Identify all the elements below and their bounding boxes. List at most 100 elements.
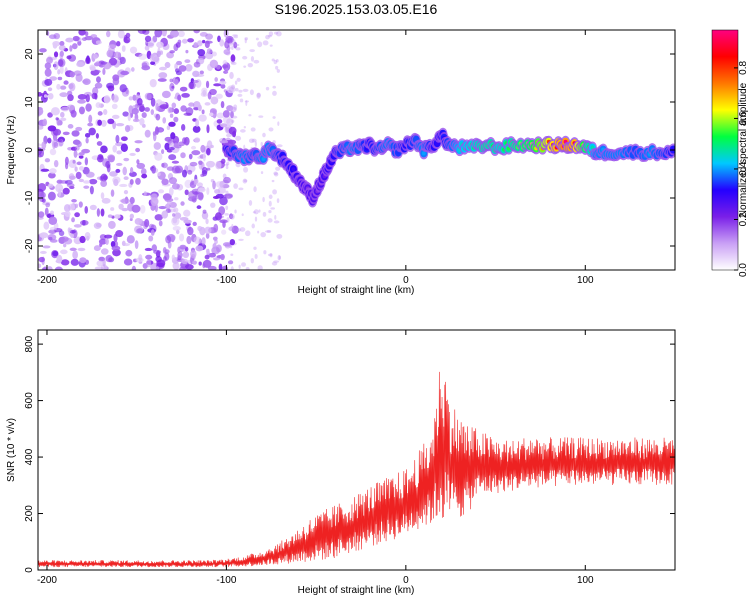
heatmap-noise-cell: [173, 79, 179, 85]
heatmap-noise-cell: [60, 236, 69, 242]
heatmap-noise-cell: [268, 127, 274, 132]
heatmap-noise-cell: [201, 166, 208, 175]
heatmap-noise-cell: [244, 38, 247, 44]
heatmap-noise-cell: [52, 250, 59, 257]
heatmap-noise-cell: [199, 226, 206, 236]
heatmap-noise-cell: [41, 141, 47, 150]
heatmap-noise-cell: [225, 193, 233, 199]
heatmap-noise-cell: [197, 40, 203, 47]
heatmap-noise-cell: [157, 189, 165, 194]
heatmap-noise-cell: [205, 248, 210, 254]
heatmap-noise-cell: [88, 114, 93, 124]
heatmap-noise-cell: [152, 132, 157, 142]
heatmap-noise-cell: [266, 230, 272, 233]
heatmap-noise-cell: [83, 185, 90, 189]
heatmap-noise-cell: [144, 35, 152, 42]
heatmap-noise-cell: [60, 259, 70, 266]
heatmap-noise-cell: [103, 108, 108, 115]
heatmap-noise-cell: [189, 161, 198, 167]
heatmap-noise-cell: [273, 59, 278, 65]
heatmap-noise-cell: [276, 68, 280, 73]
colorbar: 0.0 0.2 0.4 0.6 0.8 Normalized spectral ampl…: [711, 29, 749, 277]
heatmap-noise-cell: [44, 207, 49, 216]
heatmap-noise-cell: [271, 179, 275, 183]
heatmap-noise-cell: [124, 125, 131, 133]
heatmap-noise-cell: [100, 179, 108, 188]
heatmap-noise-cell: [211, 51, 217, 57]
heatmap-noise-cell: [184, 264, 194, 270]
heatmap-noise-cell: [126, 235, 135, 244]
heatmap-noise-cell: [258, 209, 261, 213]
snr-x-axis-label: Height of straight line (km): [298, 585, 415, 596]
heatmap-noise-cell: [214, 77, 219, 82]
heatmap-noise-cell: [63, 204, 71, 213]
heatmap-noise-cell: [161, 210, 169, 219]
heatmap-noise-cell: [265, 86, 270, 91]
heatmap-noise-cell: [190, 249, 197, 259]
heatmap-noise-cell: [213, 223, 219, 233]
heatmap-noise-cell: [49, 168, 57, 174]
heatmap-noise-cell: [144, 219, 150, 228]
heatmap-noise-cell: [73, 70, 82, 76]
heatmap-noise-cell: [59, 41, 65, 47]
heatmap-noise-cell: [141, 112, 147, 118]
heatmap-noise-cell: [67, 227, 71, 233]
heatmap-noise-cell: [93, 222, 102, 229]
heatmap-noise-cell: [38, 211, 45, 218]
heatmap-noise-cell: [95, 133, 99, 139]
heatmap-noise-cell: [66, 183, 75, 188]
heatmap-noise-cell: [107, 118, 115, 125]
heatmap-noise-cell: [171, 102, 177, 109]
heatmap-noise-cell: [40, 168, 50, 172]
heatmap-noise-cell: [59, 92, 68, 98]
heatmap-noise-cell: [272, 85, 277, 89]
heatmap-noise-cell: [78, 201, 83, 208]
heatmap-noise-cell: [107, 214, 113, 218]
heatmap-noise-cell: [256, 92, 261, 99]
heatmap-noise-cell: [49, 226, 57, 231]
heatmap-noise-cell: [168, 121, 176, 127]
heatmap-noise-cell: [233, 104, 238, 111]
y-tick-label: 0: [24, 567, 35, 573]
heatmap-noise-cell: [230, 266, 234, 270]
heatmap-noise-cell: [49, 76, 58, 81]
heatmap-noise-cell: [121, 45, 126, 52]
heatmap-noise-cell: [169, 113, 174, 118]
heatmap-noise-cell: [202, 259, 212, 268]
heatmap-noise-cell: [134, 140, 143, 144]
heatmap-noise-cell: [273, 220, 280, 224]
heatmap-noise-cell: [271, 261, 278, 266]
heatmap-noise-cell: [45, 202, 51, 208]
heatmap-noise-cell: [204, 226, 212, 235]
heatmap-noise-cell: [227, 260, 234, 265]
heatmap-noise-cell: [111, 245, 121, 251]
heatmap-noise-cell: [57, 76, 63, 81]
heatmap-noise-cell: [193, 30, 200, 34]
heatmap-noise-cell: [150, 197, 159, 206]
heatmap-noise-cell: [273, 260, 280, 263]
heatmap-noise-cell: [267, 34, 272, 38]
heatmap-noise-cell: [197, 104, 202, 112]
heatmap-noise-cell: [276, 198, 280, 203]
heatmap-noise-cell: [275, 65, 279, 70]
heatmap-noise-cell: [105, 30, 111, 38]
heatmap-noise-cell: [190, 145, 197, 150]
heatmap-noise-cell: [206, 148, 211, 156]
heatmap-noise-cell: [95, 40, 102, 45]
heatmap-noise-cell: [260, 142, 263, 147]
heatmap-noise-cell: [100, 61, 107, 65]
heatmap-noise-cell: [66, 55, 72, 60]
heatmap-noise-cell: [95, 102, 102, 109]
heatmap-noise-cell: [250, 127, 256, 132]
heatmap-noise-cell: [84, 231, 91, 241]
heatmap-noise-cell: [243, 166, 249, 173]
heatmap-noise-cell: [69, 247, 77, 251]
heatmap-noise-cell: [267, 218, 273, 223]
heatmap-noise-cell: [212, 257, 221, 261]
heatmap-noise-cell: [96, 76, 101, 83]
heatmap-noise-cell: [70, 258, 79, 266]
heatmap-noise-cell: [183, 209, 191, 217]
heatmap-noise-cell: [198, 114, 207, 122]
heatmap-noise-cell: [102, 67, 106, 76]
heatmap-noise-cell: [185, 49, 189, 54]
